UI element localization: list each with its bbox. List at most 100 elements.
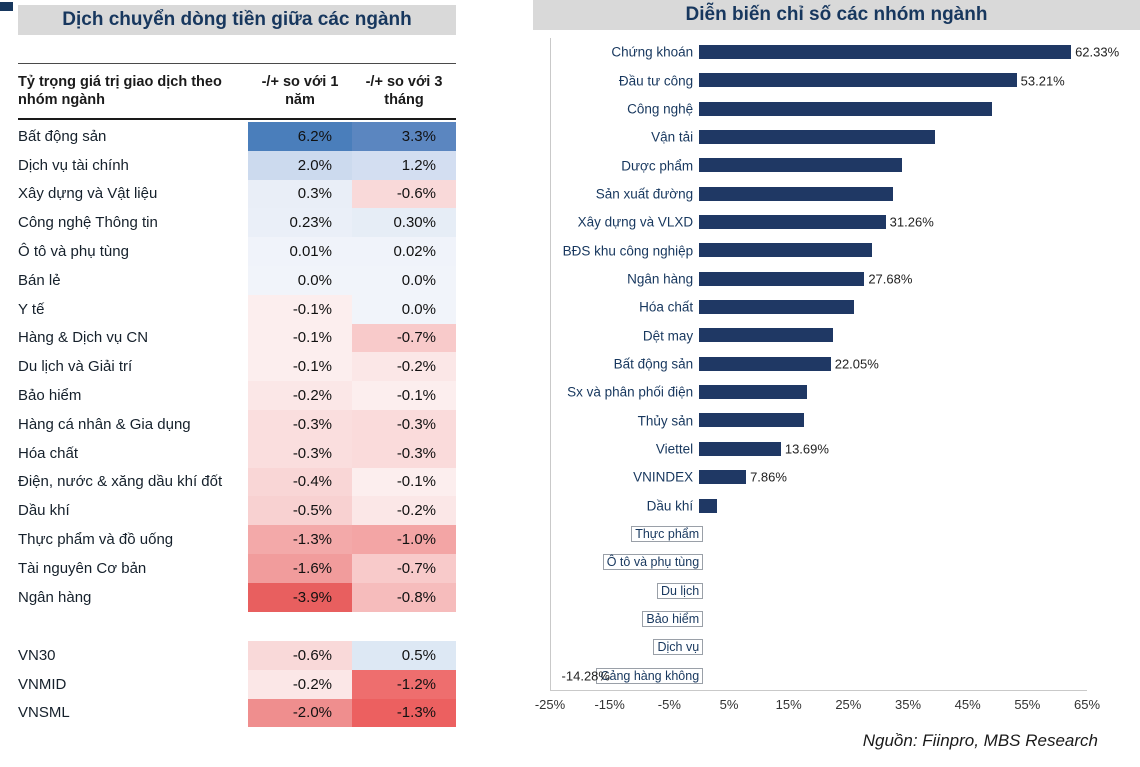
bar bbox=[699, 45, 1072, 59]
bar bbox=[699, 441, 781, 456]
table-row: Bảo hiểm -0.2% -0.1% bbox=[18, 381, 456, 410]
table-row: Hóa chất -0.3% -0.3% bbox=[18, 438, 456, 468]
bar bbox=[699, 470, 747, 485]
value-1y: -0.1% bbox=[248, 352, 352, 382]
table-row: Y tế -0.1% 0.0% bbox=[18, 294, 456, 324]
value-3m: -1.0% bbox=[352, 525, 456, 554]
bar bbox=[699, 413, 804, 428]
chart-row: Dầu khí bbox=[530, 492, 1140, 520]
table-row: Ô tô và phụ tùng 0.01% 0.02% bbox=[18, 237, 456, 266]
x-axis: -25% -15% -5% 5% 15% 25% 35% 45% 55% 65% bbox=[530, 697, 1140, 715]
sector-label: Hàng cá nhân & Gia dụng bbox=[18, 415, 191, 433]
value-3m: 0.0% bbox=[352, 265, 456, 295]
category-label: Du lịch bbox=[656, 582, 704, 599]
sector-label: Điện, nước & xăng dầu khí đốt bbox=[18, 473, 223, 491]
table-row: Hàng cá nhân & Gia dụng -0.3% -0.3% bbox=[18, 409, 456, 439]
table-row: Ngân hàng -3.9% -0.8% bbox=[18, 582, 456, 612]
category-label: Ô tô và phụ tùng bbox=[602, 554, 704, 571]
x-tick-label: 55% bbox=[1014, 697, 1041, 712]
value-3m: 0.5% bbox=[352, 641, 456, 670]
value-1y: -1.3% bbox=[248, 525, 352, 554]
bar-chart-title: Diễn biến chỉ số các nhóm ngành bbox=[533, 0, 1140, 30]
value-3m: -0.3% bbox=[352, 409, 456, 439]
index-table-body: VN30 -0.6% 0.5% VNMID -0.2% -1.2% VNSML -2.0% -1… bbox=[18, 641, 456, 728]
value-3m: 1.2% bbox=[352, 150, 456, 180]
value-label: 22.05% bbox=[834, 356, 879, 372]
chart-row: Đầu tư công 53.21% bbox=[530, 66, 1140, 94]
value-3m: -0.1% bbox=[352, 381, 456, 410]
value-3m: 0.02% bbox=[352, 237, 456, 266]
table-row: Dầu khí -0.5% -0.2% bbox=[18, 496, 456, 526]
category-label: Bất động sản bbox=[613, 356, 694, 372]
sector-label: VNSML bbox=[18, 704, 70, 722]
category-label: Dịch vụ bbox=[653, 639, 704, 656]
chart-row: Chứng khoán 62.33% bbox=[530, 38, 1140, 66]
value-3m: 0.30% bbox=[352, 208, 456, 238]
x-tick-label: 5% bbox=[719, 697, 739, 712]
chart-row: Bất động sản 22.05% bbox=[530, 350, 1140, 378]
corner-mark bbox=[0, 2, 13, 11]
value-3m: -1.3% bbox=[352, 698, 456, 728]
x-tick-label: -5% bbox=[657, 697, 681, 712]
category-label: VNINDEX bbox=[633, 469, 694, 485]
sector-label: Xây dựng và Vật liệu bbox=[18, 185, 158, 203]
table-row: Du lịch và Giải trí -0.1% -0.2% bbox=[18, 352, 456, 382]
value-label: 13.69% bbox=[784, 441, 829, 457]
table-row: Tài nguyên Cơ bản -1.6% -0.7% bbox=[18, 553, 456, 583]
value-1y: -0.1% bbox=[248, 323, 352, 353]
bar bbox=[699, 186, 894, 201]
table-row: Bất động sản 6.2% 3.3% bbox=[18, 122, 456, 151]
sector-label: Hóa chất bbox=[18, 444, 79, 462]
value-1y: -3.9% bbox=[248, 582, 352, 612]
chart-row: Viettel 13.69% bbox=[530, 435, 1140, 463]
value-1y: -0.3% bbox=[248, 438, 352, 468]
table-row: Dịch vụ tài chính 2.0% 1.2% bbox=[18, 150, 456, 180]
sector-label: Công nghệ Thông tin bbox=[18, 214, 158, 232]
sector-label: Bảo hiểm bbox=[18, 387, 82, 405]
category-label: Sản xuất đường bbox=[595, 186, 694, 202]
bar bbox=[699, 73, 1017, 88]
bar bbox=[699, 356, 831, 371]
category-label: BĐS khu công nghiệp bbox=[562, 243, 694, 259]
bar bbox=[699, 271, 865, 286]
table-header: Tỷ trọng giá trị giao dịch theo nhóm ngà… bbox=[18, 63, 456, 120]
value-label: -14.28% bbox=[561, 668, 610, 684]
value-label: 27.68% bbox=[868, 271, 913, 287]
chart-row: Bảo hiểm bbox=[530, 605, 1140, 633]
value-1y: -0.6% bbox=[248, 641, 352, 670]
sector-label: Y tế bbox=[18, 300, 45, 318]
value-1y: -0.1% bbox=[248, 294, 352, 324]
value-3m: -0.8% bbox=[352, 582, 456, 612]
chart-row: Cảng hàng không -14.28% bbox=[530, 662, 1140, 690]
category-label: Bảo hiểm bbox=[642, 611, 704, 628]
value-1y: -0.4% bbox=[248, 467, 352, 497]
value-label: 31.26% bbox=[889, 214, 934, 230]
value-label: 53.21% bbox=[1020, 73, 1065, 89]
sector-label: Dầu khí bbox=[18, 502, 70, 520]
table-row: Xây dựng và Vật liệu 0.3% -0.6% bbox=[18, 179, 456, 209]
table-row: Hàng & Dịch vụ CN -0.1% -0.7% bbox=[18, 323, 456, 353]
category-label: Ngân hàng bbox=[627, 271, 694, 287]
x-tick-label: -25% bbox=[534, 697, 566, 712]
chart-row: VNINDEX 7.86% bbox=[530, 463, 1140, 491]
category-label: Đầu tư công bbox=[618, 73, 694, 89]
sector-label: Tài nguyên Cơ bản bbox=[18, 559, 147, 577]
value-1y: -0.2% bbox=[248, 669, 352, 699]
chart-row: Ô tô và phụ tùng bbox=[530, 548, 1140, 576]
chart-row: Du lịch bbox=[530, 577, 1140, 605]
value-1y: 6.2% bbox=[248, 122, 352, 151]
category-label: Sx và phân phối điện bbox=[567, 384, 694, 400]
source-note: Nguồn: Fiinpro, MBS Research bbox=[862, 731, 1098, 750]
chart-row: Dược phẩm bbox=[530, 151, 1140, 179]
table-row: VN30 -0.6% 0.5% bbox=[18, 641, 456, 670]
bar bbox=[699, 130, 935, 145]
sector-label: VNMID bbox=[18, 675, 67, 693]
x-tick-label: 35% bbox=[894, 697, 922, 712]
value-label: 62.33% bbox=[1075, 44, 1120, 60]
value-3m: -0.3% bbox=[352, 438, 456, 468]
header-3m-column: -/+ so với 3 tháng bbox=[365, 73, 443, 108]
value-3m: -0.6% bbox=[352, 179, 456, 209]
bar bbox=[699, 158, 903, 173]
chart-row: Thực phẩm bbox=[530, 520, 1140, 548]
